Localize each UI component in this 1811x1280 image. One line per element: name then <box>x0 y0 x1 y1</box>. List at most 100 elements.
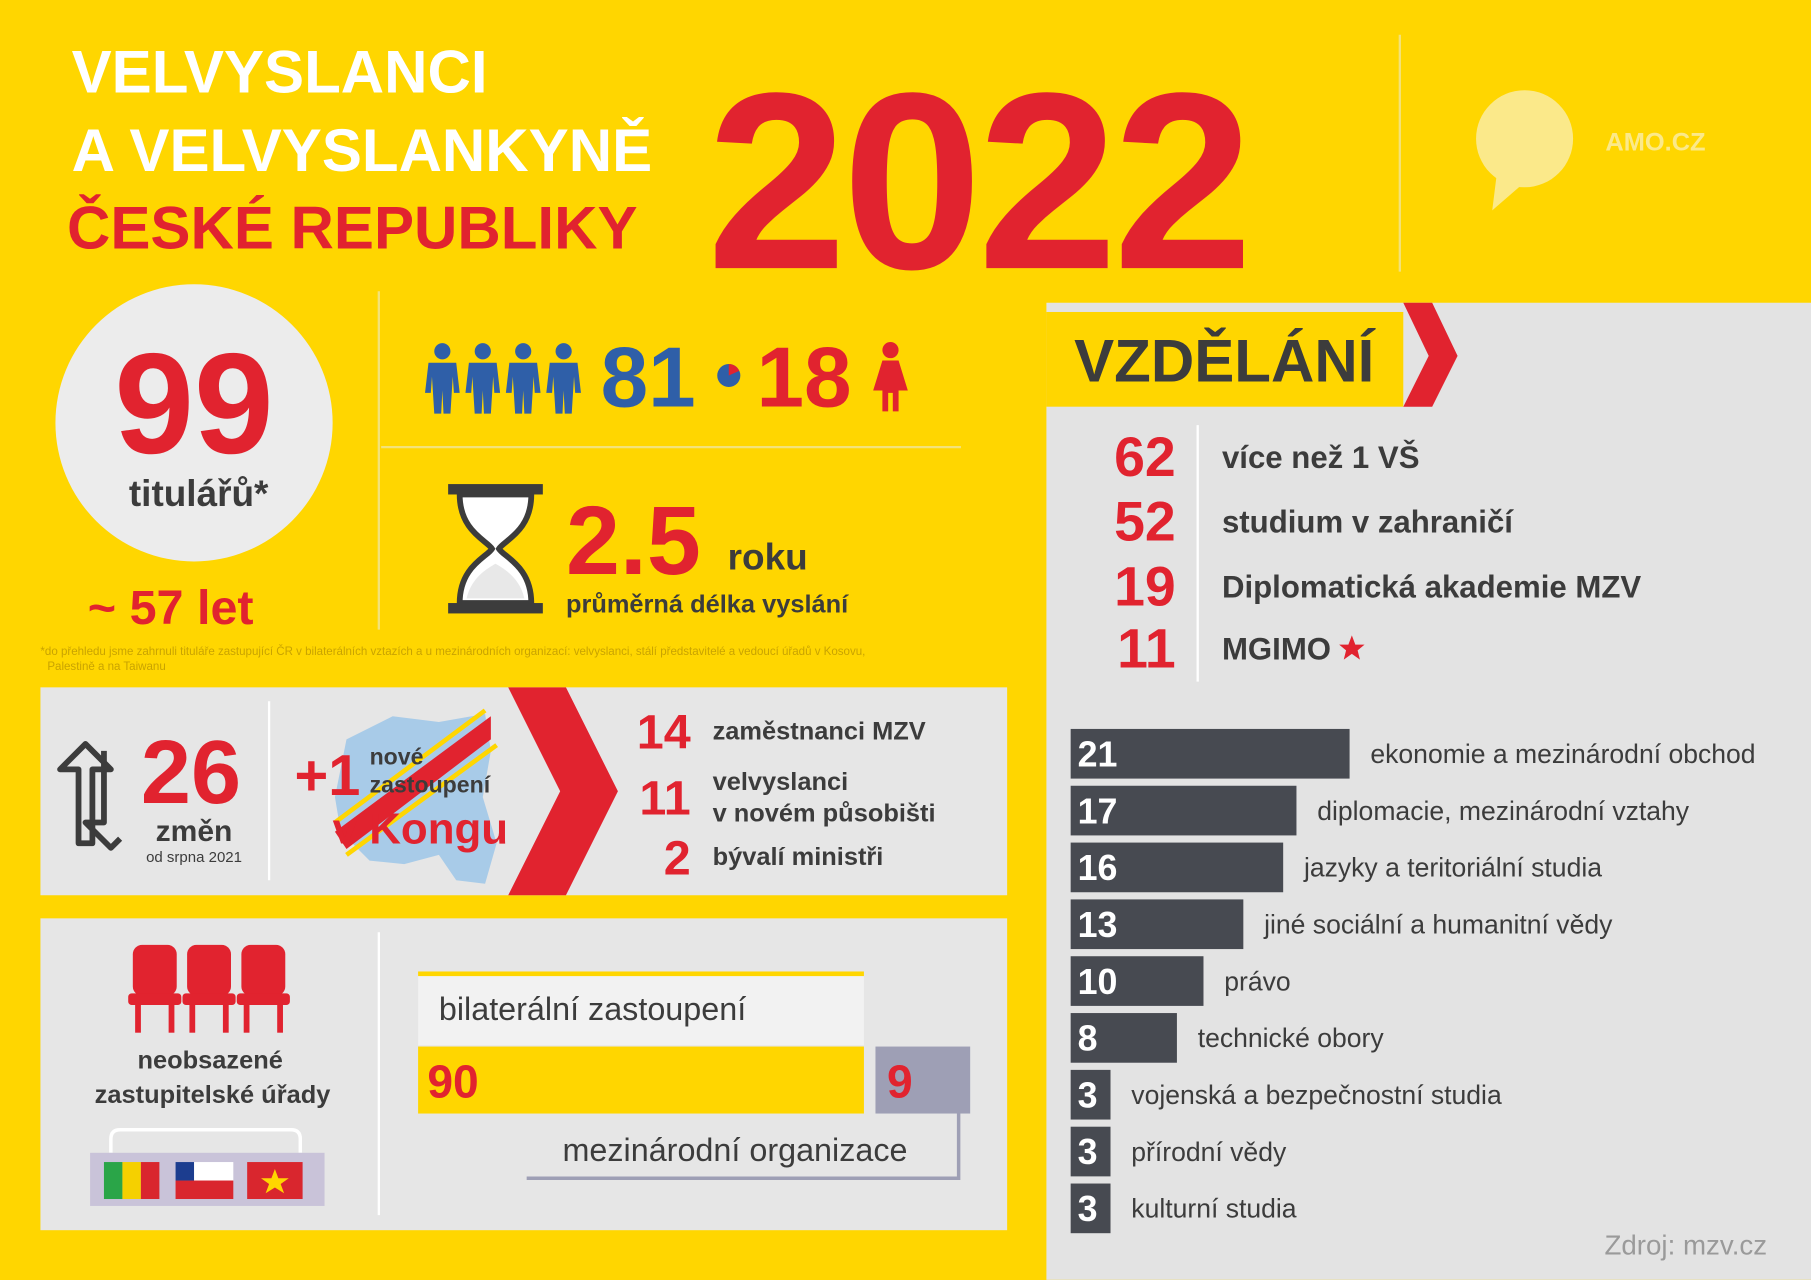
bar <box>1070 1183 1111 1234</box>
duration-unit: roku <box>728 537 808 578</box>
man-body <box>505 362 541 414</box>
breakdown-value: 14 <box>637 706 691 760</box>
bar-value: 13 <box>1078 905 1118 945</box>
bilateral-bar <box>418 1046 864 1114</box>
flags-part <box>103 1162 123 1200</box>
international-line <box>526 1113 961 1180</box>
year: 2022 <box>707 41 1249 322</box>
international-count: 9 <box>887 1055 913 1107</box>
chair-leg <box>135 1004 141 1033</box>
education-title-box <box>1046 311 1404 407</box>
flags <box>90 1127 325 1206</box>
bar-value: 16 <box>1078 848 1118 888</box>
man-body <box>465 362 501 414</box>
bar <box>1070 956 1204 1006</box>
chair-back <box>241 944 286 996</box>
bar-value: 10 <box>1078 962 1118 1002</box>
flags-part <box>109 1127 303 1153</box>
chair-back <box>132 944 177 996</box>
chair-seat <box>128 993 182 1005</box>
fact-value: 19 <box>1114 555 1176 617</box>
flags-part <box>261 1168 289 1194</box>
chevron <box>508 687 618 896</box>
changes-panel <box>40 687 1008 896</box>
fields-chart: 21 ekonomie a mezinárodní obchod 17 diploma… <box>1070 728 1756 1234</box>
bar-label: právo <box>1224 966 1290 996</box>
logo-icon-part <box>1476 90 1574 188</box>
women-count: 18 <box>757 331 852 426</box>
bar-value: 3 <box>1078 1189 1098 1229</box>
men-count: 81 <box>601 331 696 426</box>
fact-label: Diplomatická akademie MZV <box>1222 569 1641 604</box>
bilateral-label: bilaterální zastoupení <box>439 991 746 1027</box>
bar-label: přírodní vědy <box>1131 1137 1287 1167</box>
total-label: titulářů* <box>129 473 269 514</box>
man-body <box>546 362 581 414</box>
changes-count: 26 <box>141 722 241 823</box>
chair-seat <box>236 993 290 1005</box>
facts: 62 více než 1 VŠ 52 studium v zahraničí 19 Di… <box>1114 426 1641 680</box>
footnote: *do přehledu jsme zahrnuli tituláře zast… <box>40 645 865 658</box>
bar <box>1070 842 1284 893</box>
flags-part <box>175 1162 195 1181</box>
hourglass-icon-part <box>466 563 525 599</box>
title: A VELVYSLANKYNĚ <box>72 117 653 184</box>
chair-icon <box>128 944 290 1033</box>
man-head <box>434 343 451 360</box>
chair-leg <box>222 1004 229 1033</box>
chair-seat <box>182 993 236 1005</box>
congo-map-part <box>334 716 491 850</box>
bar-label: vojenská a bezpečnostní studia <box>1131 1080 1502 1110</box>
fact-value: 52 <box>1114 491 1176 553</box>
bar-label: technické obory <box>1198 1023 1385 1053</box>
bar-label: kulturní studia <box>1131 1194 1297 1224</box>
bar <box>1070 1069 1111 1120</box>
ratio-dot <box>717 363 741 388</box>
vacant-label: neobsazené <box>138 1046 283 1074</box>
star-icon <box>1339 635 1365 660</box>
changes-since: od srpna 2021 <box>146 849 242 866</box>
chair-leg <box>277 1004 283 1033</box>
fact-label: studium v zahraničí <box>1222 505 1514 540</box>
man-head <box>555 343 572 360</box>
man-head <box>515 343 532 360</box>
men-icon <box>425 343 581 414</box>
breakdown: 14 zaměstnanci MZV 11 velvyslanci v novém pů… <box>637 706 936 886</box>
breakdown-label: bývalí ministři <box>713 843 884 871</box>
woman-icon <box>873 342 908 412</box>
bar <box>1070 785 1297 836</box>
bar-value: 17 <box>1078 791 1118 831</box>
woman-icon-part <box>873 360 908 412</box>
fact-value: 62 <box>1114 426 1176 488</box>
duration: 2.5 <box>566 486 701 595</box>
man-body <box>425 362 460 414</box>
flags-part <box>140 1162 160 1200</box>
bar-value: 3 <box>1078 1075 1098 1115</box>
total: 99 <box>114 324 273 484</box>
source: Zdroj: mzv.cz <box>1604 1229 1767 1260</box>
congo-map-part <box>333 708 499 857</box>
new-label: zastoupení <box>370 771 492 797</box>
bilateral-count: 90 <box>427 1055 478 1107</box>
bar <box>1070 728 1350 779</box>
congo-map <box>333 708 499 884</box>
breakdown-label: velvyslanci <box>713 768 849 796</box>
fact-value: 11 <box>1117 618 1176 680</box>
ratio-dot-part <box>728 363 740 376</box>
bar <box>1070 899 1244 950</box>
bar-label: diplomacie, mezinárodní vztahy <box>1317 796 1690 826</box>
new-label: nové <box>370 744 424 770</box>
bar-value: 3 <box>1078 1132 1098 1172</box>
bar-value: 8 <box>1078 1019 1098 1059</box>
man-head <box>474 343 491 360</box>
age: ~ 57 let <box>88 581 254 635</box>
bar-label: jiné sociální a humanitní vědy <box>1263 909 1613 939</box>
hourglass-icon-part <box>456 491 535 606</box>
logo-icon <box>1476 90 1574 211</box>
flags-part <box>122 1162 141 1200</box>
new-place: v Kongu <box>333 804 508 853</box>
flags-part <box>175 1180 234 1200</box>
title: VELVYSLANCI <box>72 39 488 106</box>
